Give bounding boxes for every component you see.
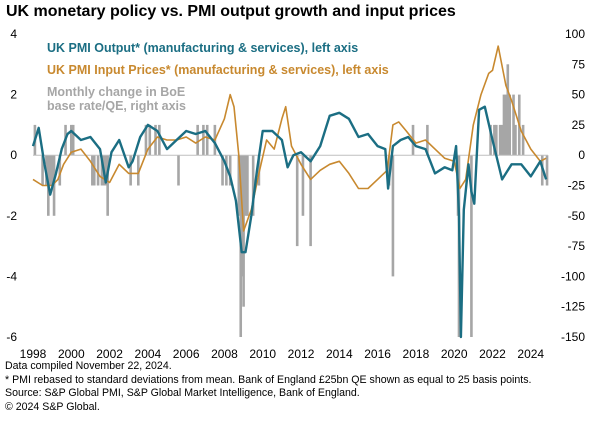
qe-bar: [136, 155, 140, 186]
right-tick-label: 0: [578, 148, 585, 162]
left-tick-label: 2: [10, 88, 17, 102]
pmi-input-prices-line: [32, 45, 547, 232]
qe-bar: [493, 124, 496, 156]
x-tick-label: 2000: [58, 347, 85, 360]
note-date: Data compiled November 22, 2024.: [5, 360, 172, 372]
left-tick-label: -2: [6, 209, 17, 223]
right-tick-label: -25: [568, 179, 586, 193]
qe-bar: [129, 155, 132, 186]
qe-bar: [502, 94, 506, 156]
right-tick-label: 100: [565, 27, 585, 41]
x-tick-label: 2012: [288, 347, 315, 360]
qe-bar: [514, 124, 517, 156]
qe-bar: [391, 155, 395, 277]
legend-entry: Monthly change in BoE: [47, 85, 185, 99]
left-tick-label: 0: [10, 148, 17, 162]
qe-bar: [545, 155, 549, 186]
x-axis-ticks: 1998 2000 2002 2004 2006 2008 2010 2012 2014 2016…: [20, 347, 545, 360]
right-tick-label: -50: [568, 209, 586, 223]
chart-legend: UK PMI Output* (manufacturing & services…: [47, 41, 389, 113]
left-tick-label: -6: [6, 330, 17, 344]
qe-bar: [244, 155, 247, 216]
qe-bar: [71, 124, 75, 156]
legend-entry: base rate/QE, right axis: [47, 99, 186, 113]
qe-bar: [251, 155, 255, 216]
qe-bar: [500, 124, 504, 156]
qe-bar: [158, 124, 161, 156]
left-tick-label: -4: [6, 269, 17, 283]
qe-bar: [498, 124, 502, 156]
x-tick-label: 2014: [326, 347, 353, 360]
qe-bar: [202, 124, 205, 156]
qe-bar: [228, 155, 232, 186]
qe-bar: [52, 155, 56, 216]
qe-bar: [495, 124, 498, 156]
qe-bar: [177, 155, 180, 186]
right-tick-label: 25: [572, 118, 586, 132]
x-tick-label: 2020: [441, 347, 468, 360]
legend-entry: UK PMI Output* (manufacturing & services…: [47, 41, 358, 55]
left-axis-ticks: 4 2 0 -2 -4 -6: [6, 27, 17, 344]
qe-bar: [470, 155, 473, 337]
series-lines-layer: [31, 45, 548, 339]
qe-bar: [295, 155, 299, 247]
x-tick-label: 2022: [479, 347, 506, 360]
qe-bar: [508, 94, 512, 156]
qe-bar: [106, 155, 109, 216]
qe-bar: [196, 124, 199, 156]
right-axis-ticks: 100 75 50 25 0 -25 -50 -75 -100 -125 -150: [561, 27, 585, 344]
legend-entry: UK PMI Input Prices* (manufacturing & se…: [47, 63, 389, 77]
qe-bar: [91, 155, 94, 186]
qe-bar: [246, 155, 249, 216]
qe-bar: [237, 155, 241, 216]
note-copyright: © 2024 S&P Global.: [5, 400, 100, 413]
qe-bar: [221, 155, 224, 186]
note-source: Source: S&P Global PMI, S&P Global Marke…: [5, 387, 360, 400]
qe-bar: [148, 124, 152, 156]
x-tick-label: 2010: [249, 347, 276, 360]
qe-bar: [512, 94, 515, 156]
qe-bar: [240, 155, 243, 277]
qe-bar: [426, 124, 429, 156]
qe-bar: [69, 124, 73, 156]
x-tick-label: 2006: [173, 347, 200, 360]
qe-bar: [50, 155, 54, 186]
qe-bar: [205, 124, 209, 156]
x-tick-label: 2024: [517, 347, 544, 360]
qe-bar: [489, 124, 492, 156]
qe-bar: [100, 155, 104, 186]
right-tick-label: 50: [572, 88, 586, 102]
x-tick-label: 2002: [96, 347, 123, 360]
qe-bar: [41, 155, 44, 186]
x-tick-label: 1998: [20, 347, 47, 360]
x-tick-label: 2008: [211, 347, 238, 360]
x-tick-label: 2016: [364, 347, 391, 360]
right-tick-label: -125: [561, 300, 585, 314]
qe-bar: [92, 155, 96, 186]
qe-bar: [504, 94, 508, 156]
chart-notes: Data compiled November 22, 2024. * PMI r…: [5, 360, 531, 414]
qe-bar: [309, 155, 312, 247]
qe-bar: [506, 64, 510, 156]
pmi-output-line: [31, 105, 548, 339]
qe-bar: [104, 155, 108, 186]
left-tick-label: 4: [10, 27, 17, 41]
chart-title: UK monetary policy vs. PMI output growth…: [6, 3, 456, 20]
chart-canvas: 4 2 0 -2 -4 -6 100 75 50 25 0 -25 -50 -75 -100 -125 -15…: [6, 27, 585, 360]
qe-bar: [96, 155, 100, 186]
right-tick-label: -100: [561, 269, 585, 283]
right-tick-label: 75: [572, 57, 586, 71]
qe-bar: [301, 155, 305, 216]
note-footnote: * PMI rebased to standard deviations fro…: [5, 373, 532, 386]
qe-bar: [225, 155, 228, 186]
x-tick-label: 2018: [403, 347, 430, 360]
right-tick-label: -75: [568, 239, 586, 253]
right-tick-label: -150: [561, 330, 585, 344]
qe-bar: [58, 155, 62, 186]
qe-bar: [144, 124, 148, 156]
qe-bar: [48, 155, 52, 186]
qe-bar: [521, 124, 525, 156]
x-tick-label: 2004: [135, 347, 162, 360]
